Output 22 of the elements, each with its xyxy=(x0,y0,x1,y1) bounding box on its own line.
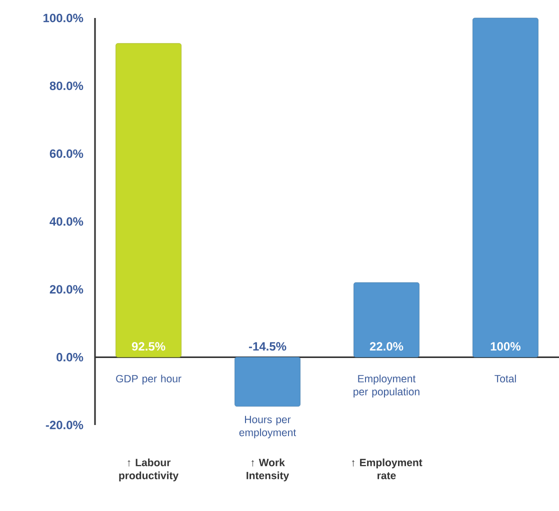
y-tick-label: 40.0% xyxy=(50,217,84,226)
x-tick-label: GDP per hour xyxy=(116,374,182,384)
y-tick-label: 80.0% xyxy=(50,82,84,90)
text: ↑ Work Intensity xyxy=(246,458,290,482)
y-tick-label: 0.0% xyxy=(56,352,84,362)
bar xyxy=(472,18,538,358)
text: ↑ Employment rate xyxy=(352,458,422,480)
data-label: -14.5% xyxy=(248,342,286,351)
x-tick-label: Employment per population xyxy=(354,374,420,398)
x-tick-label: Hours per employment xyxy=(239,416,296,438)
y-tick-label: 60.0% xyxy=(50,149,84,158)
x-tick-label: Total xyxy=(494,374,516,382)
y-tick-label: 20.0% xyxy=(50,285,84,294)
bar xyxy=(234,356,300,407)
text: ↑ Labour productivity xyxy=(119,458,179,482)
y-tick-label: -20.0% xyxy=(46,420,84,430)
data-label: 22.0% xyxy=(370,342,404,351)
bar xyxy=(116,43,182,358)
y-tick-label: 100.0% xyxy=(44,14,84,22)
data-label: 92.5% xyxy=(132,342,166,351)
data-label: 100% xyxy=(490,342,520,351)
bar xyxy=(354,282,420,358)
